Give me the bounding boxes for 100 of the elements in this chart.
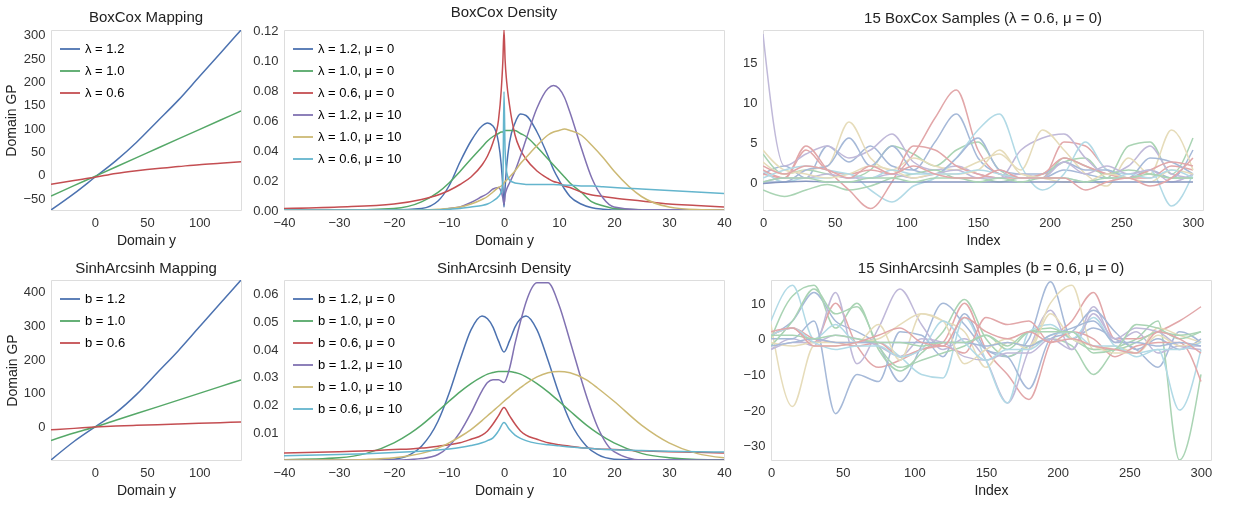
y-tick-label: 0.02 bbox=[253, 397, 279, 413]
x-axis-title: Index bbox=[974, 481, 1009, 498]
y-tick-label: 10 bbox=[751, 295, 766, 311]
x-tick-label: 50 bbox=[835, 464, 851, 480]
x-tick-label: 100 bbox=[903, 464, 926, 480]
x-tick-label: 20 bbox=[607, 464, 622, 480]
x-tick-label: 0 bbox=[500, 464, 509, 480]
legend-label: λ = 0.6 bbox=[85, 85, 125, 100]
y-tick-label: 0.06 bbox=[253, 286, 279, 302]
x-axis-title: Domain y bbox=[116, 481, 177, 498]
legend-label: b = 1.0, μ = 10 bbox=[318, 379, 403, 394]
x-tick-label: 200 bbox=[1047, 464, 1069, 480]
y-tick-label: 200 bbox=[23, 351, 46, 367]
x-tick-label: 100 bbox=[188, 464, 211, 480]
y-tick-label: 0.04 bbox=[253, 341, 279, 357]
y-tick-label: 0.10 bbox=[253, 52, 279, 68]
y-axis-title: Domain GP bbox=[3, 84, 20, 157]
y-tick-label: 100 bbox=[23, 120, 46, 136]
chart-title: 15 SinhArcsinh Samples (b = 0.6, μ = 0) bbox=[857, 259, 1125, 276]
x-tick-label: 40 bbox=[717, 214, 732, 230]
y-tick-label: 50 bbox=[31, 144, 46, 160]
y-tick-label: 10 bbox=[743, 94, 758, 110]
x-axis-title: Domain y bbox=[474, 481, 535, 498]
x-axis-title: Domain y bbox=[116, 231, 177, 248]
y-tick-label: 0.08 bbox=[253, 82, 279, 98]
legend-label: λ = 1.0, μ = 10 bbox=[318, 129, 402, 144]
y-tick-label: 0.06 bbox=[253, 112, 279, 128]
x-tick-label: 10 bbox=[552, 214, 567, 230]
y-tick-label: 5 bbox=[750, 134, 758, 150]
y-tick-label: 300 bbox=[23, 317, 46, 333]
y-tick-label: 400 bbox=[23, 284, 46, 300]
chart-title: BoxCox Mapping bbox=[88, 7, 204, 25]
legend-label: λ = 1.2, μ = 0 bbox=[318, 41, 395, 56]
x-axis-title: Domain y bbox=[474, 231, 535, 248]
x-tick-label: 50 bbox=[827, 214, 843, 230]
x-tick-label: 100 bbox=[188, 214, 211, 230]
x-tick-label: 20 bbox=[607, 214, 622, 230]
x-tick-label: 30 bbox=[662, 464, 677, 480]
x-axis-title: Index bbox=[966, 231, 1001, 248]
chart-title: SinhArcsinh Density bbox=[436, 259, 572, 276]
x-tick-label: 100 bbox=[895, 214, 918, 230]
legend-label: b = 1.0 bbox=[85, 313, 126, 328]
x-tick-label: 30 bbox=[662, 214, 677, 230]
x-tick-label: −30 bbox=[328, 464, 351, 480]
x-tick-label: −40 bbox=[273, 464, 296, 480]
y-tick-label: 0.05 bbox=[253, 314, 279, 330]
y-tick-label: 0 bbox=[758, 331, 766, 347]
x-tick-label: 300 bbox=[1182, 214, 1205, 230]
x-tick-label: 0 bbox=[500, 214, 509, 230]
y-tick-label: 0 bbox=[38, 418, 46, 434]
legend-label: b = 0.6 bbox=[85, 335, 126, 350]
legend-label: b = 0.6, μ = 0 bbox=[318, 335, 395, 350]
legend-label: λ = 1.2, μ = 10 bbox=[318, 107, 402, 122]
legend-label: λ = 0.6, μ = 0 bbox=[318, 85, 395, 100]
x-tick-label: 0 bbox=[767, 464, 776, 480]
legend-label: λ = 1.2 bbox=[85, 41, 125, 56]
y-tick-label: 300 bbox=[23, 27, 46, 43]
x-tick-label: −20 bbox=[383, 214, 406, 230]
x-tick-label: −10 bbox=[438, 464, 461, 480]
chart-title: SinhArcsinh Mapping bbox=[75, 259, 217, 276]
legend-label: b = 1.2, μ = 10 bbox=[318, 357, 403, 372]
x-tick-label: 50 bbox=[140, 214, 155, 230]
y-tick-label: 0.02 bbox=[253, 172, 279, 188]
y-tick-label: −20 bbox=[743, 402, 766, 418]
legend-label: b = 1.2, μ = 0 bbox=[318, 291, 395, 306]
y-tick-label: 0.03 bbox=[253, 369, 279, 385]
x-tick-label: 40 bbox=[717, 464, 732, 480]
x-tick-label: 250 bbox=[1110, 214, 1133, 230]
chart-title: BoxCox Density bbox=[450, 3, 558, 20]
x-tick-label: 150 bbox=[975, 464, 998, 480]
y-tick-label: 0.04 bbox=[253, 142, 279, 158]
legend-label: λ = 1.0, μ = 0 bbox=[318, 63, 395, 78]
y-axis-title: Domain GP bbox=[3, 334, 20, 407]
x-tick-label: 10 bbox=[552, 464, 567, 480]
x-tick-label: 0 bbox=[91, 464, 99, 480]
x-tick-label: −20 bbox=[383, 464, 406, 480]
y-tick-label: 0 bbox=[750, 174, 758, 190]
y-tick-label: −30 bbox=[743, 438, 766, 454]
x-tick-label: 300 bbox=[1190, 464, 1213, 480]
legend-label: b = 1.0, μ = 0 bbox=[318, 313, 395, 328]
x-tick-label: 0 bbox=[91, 214, 99, 230]
x-tick-label: 50 bbox=[140, 464, 155, 480]
x-tick-label: 250 bbox=[1118, 464, 1141, 480]
y-tick-label: 0.01 bbox=[253, 424, 279, 440]
y-tick-label: −10 bbox=[743, 366, 766, 382]
chart-title: 15 BoxCox Samples (λ = 0.6, μ = 0) bbox=[864, 9, 1102, 26]
y-tick-label: 15 bbox=[743, 54, 758, 70]
y-tick-label: 100 bbox=[23, 385, 46, 401]
y-tick-label: 0 bbox=[38, 167, 46, 183]
y-tick-label: 200 bbox=[23, 73, 46, 89]
y-tick-label: 0.12 bbox=[253, 22, 279, 38]
x-tick-label: 200 bbox=[1039, 214, 1061, 230]
legend-label: b = 0.6, μ = 10 bbox=[318, 401, 403, 416]
legend-label: λ = 1.0 bbox=[85, 63, 125, 78]
legend-label: b = 1.2 bbox=[85, 291, 126, 306]
y-tick-label: 250 bbox=[23, 50, 46, 66]
x-tick-label: −10 bbox=[438, 214, 461, 230]
legend-label: λ = 0.6, μ = 10 bbox=[318, 151, 402, 166]
y-tick-label: −50 bbox=[23, 190, 46, 206]
y-tick-label: 150 bbox=[23, 97, 46, 113]
